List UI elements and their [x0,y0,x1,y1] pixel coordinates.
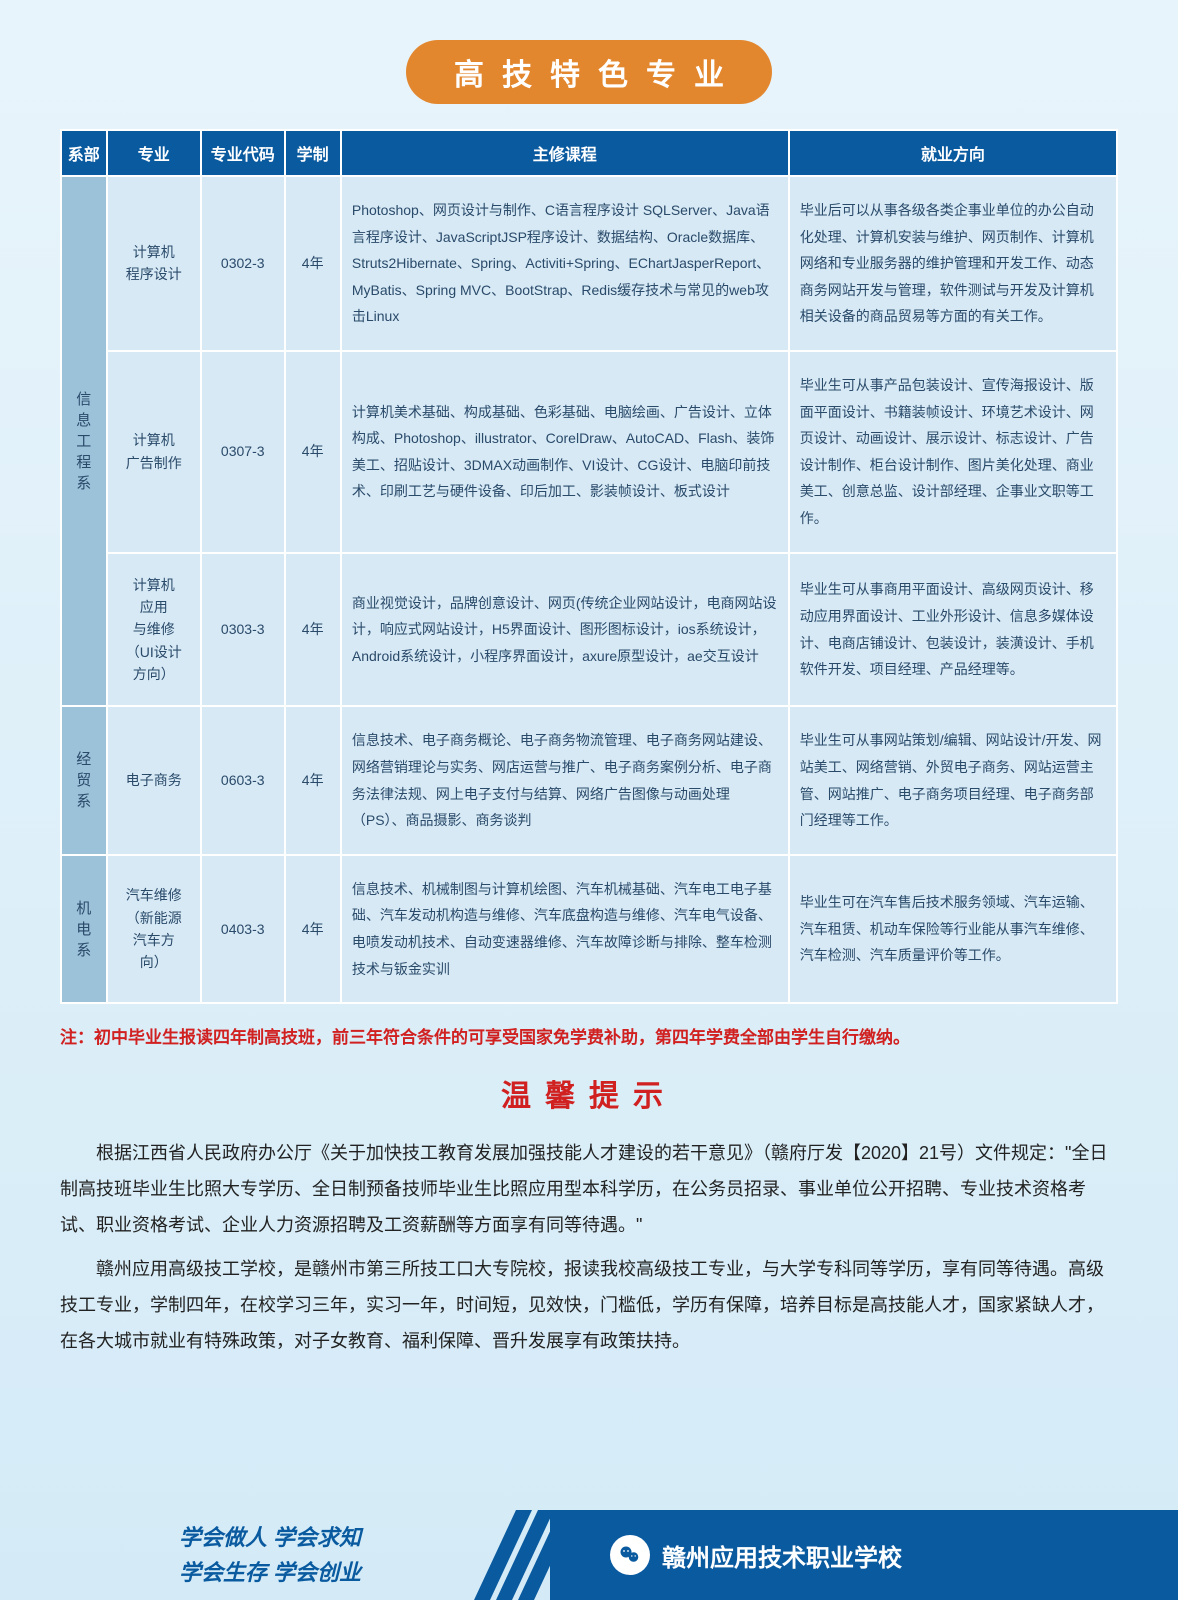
table-header-cell: 就业方向 [790,131,1116,175]
table-row: 信息工程系计算机程序设计0302-34年Photoshop、网页设计与制作、C语… [62,177,1116,350]
career-cell: 毕业生可从事商用平面设计、高级网页设计、移动应用界面设计、工业外形设计、信息多媒… [790,554,1116,706]
majors-table: 系部专业专业代码学制主修课程就业方向 信息工程系计算机程序设计0302-34年P… [60,129,1118,1004]
courses-cell: Photoshop、网页设计与制作、C语言程序设计 SQLServer、Java… [342,177,788,350]
wechat-icon [610,1535,650,1575]
code-cell: 0307-3 [202,352,284,552]
career-cell: 毕业后可以从事各级各类企事业单位的办公自动化处理、计算机安装与维护、网页制作、计… [790,177,1116,350]
courses-cell: 计算机美术基础、构成基础、色彩基础、电脑绘画、广告设计、立体构成、Photosh… [342,352,788,552]
dept-cell: 信息工程系 [62,177,106,705]
courses-cell: 信息技术、机械制图与计算机绘图、汽车机械基础、汽车电工电子基础、汽车发动机构造与… [342,856,788,1002]
career-cell: 毕业生可从事产品包装设计、宣传海报设计、版面平面设计、书籍装帧设计、环境艺术设计… [790,352,1116,552]
wechat-bar: 赣州应用技术职业学校 [550,1510,1178,1600]
major-cell: 电子商务 [108,707,200,853]
code-cell: 0603-3 [202,707,284,853]
table-header-cell: 学制 [286,131,340,175]
table-row: 计算机广告制作0307-34年计算机美术基础、构成基础、色彩基础、电脑绘画、广告… [62,352,1116,552]
table-header-cell: 系部 [62,131,106,175]
career-cell: 毕业生可从事网站策划/编辑、网站设计/开发、网站美工、网络营销、外贸电子商务、网… [790,707,1116,853]
courses-cell: 信息技术、电子商务概论、电子商务物流管理、电子商务网站建设、网络营销理论与实务、… [342,707,788,853]
slogan: 学会做人 学会求知 学会生存 学会创业 [0,1520,480,1590]
years-cell: 4年 [286,856,340,1002]
footnote: 注：初中毕业生报读四年制高技班，前三年符合条件的可享受国家免学费补助，第四年学费… [60,1024,1118,1051]
tips-title: 温馨提示 [60,1071,1118,1115]
major-cell: 计算机广告制作 [108,352,200,552]
table-row: 机电系汽车维修（新能源汽车方向）0403-34年信息技术、机械制图与计算机绘图、… [62,856,1116,1002]
years-cell: 4年 [286,352,340,552]
code-cell: 0403-3 [202,856,284,1002]
career-cell: 毕业生可在汽车售后技术服务领域、汽车运输、汽车租赁、机动车保险等行业能从事汽车维… [790,856,1116,1002]
courses-cell: 商业视觉设计，品牌创意设计、网页(传统企业网站设计，电商网站设计，响应式网站设计… [342,554,788,706]
tips-paragraph-2: 赣州应用高级技工学校，是赣州市第三所技工口大专院校，报读我校高级技工专业，与大学… [60,1251,1118,1359]
table-header-cell: 专业代码 [202,131,284,175]
slogan-line-2: 学会生存 学会创业 [60,1555,480,1590]
code-cell: 0303-3 [202,554,284,706]
dept-cell: 机电系 [62,856,106,1002]
slogan-line-1: 学会做人 学会求知 [60,1520,480,1555]
dept-cell: 经贸系 [62,707,106,853]
table-header-cell: 主修课程 [342,131,788,175]
major-cell: 计算机应用与维修（UI设计方向） [108,554,200,706]
major-cell: 计算机程序设计 [108,177,200,350]
table-row: 计算机应用与维修（UI设计方向）0303-34年商业视觉设计，品牌创意设计、网页… [62,554,1116,706]
tips-paragraph-1: 根据江西省人民政府办公厅《关于加快技工教育发展加强技能人才建设的若干意见》（赣府… [60,1135,1118,1243]
page-footer: 学会做人 学会求知 学会生存 学会创业 赣州应用技术职业学校 [0,1510,1178,1600]
major-cell: 汽车维修（新能源汽车方向） [108,856,200,1002]
page-title-badge: 高技特色专业 [406,40,772,104]
wechat-name: 赣州应用技术职业学校 [662,1538,902,1573]
years-cell: 4年 [286,554,340,706]
table-header-cell: 专业 [108,131,200,175]
years-cell: 4年 [286,707,340,853]
code-cell: 0302-3 [202,177,284,350]
years-cell: 4年 [286,177,340,350]
table-row: 经贸系电子商务0603-34年信息技术、电子商务概论、电子商务物流管理、电子商务… [62,707,1116,853]
